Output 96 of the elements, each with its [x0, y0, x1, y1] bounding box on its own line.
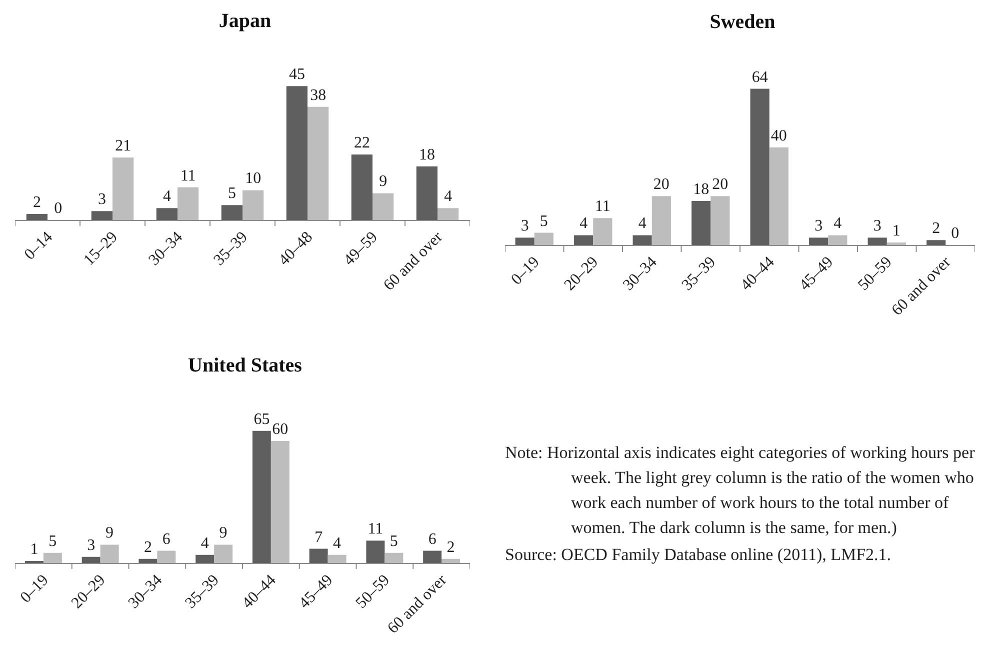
data-label: 22	[354, 134, 370, 152]
bar	[270, 441, 290, 563]
bar	[196, 554, 214, 563]
data-label: 10	[245, 170, 262, 188]
data-label: 6	[162, 530, 170, 548]
data-label: 4	[333, 534, 342, 552]
chart-title: Japan	[218, 10, 272, 32]
bar	[632, 235, 652, 245]
data-label: 2	[932, 220, 940, 238]
bar	[868, 238, 887, 245]
data-label: 11	[368, 520, 384, 538]
x-tick-label: 0–19	[17, 572, 52, 606]
data-label: 20	[712, 176, 728, 194]
data-label: 20	[653, 176, 670, 194]
bar	[692, 201, 711, 245]
data-label: 1	[30, 540, 38, 558]
chart-title: Sweden	[710, 10, 776, 33]
bar	[328, 554, 346, 563]
bar	[372, 193, 394, 220]
bar	[157, 550, 176, 563]
bar	[138, 558, 158, 563]
data-label: 5	[390, 532, 398, 550]
text: Note: Horizontal axis indicates eight categories of working hours per week. The light grey column is the ratio of the women who work each number of work hours to the total number of women. The dark column is the same, for men.)	[505, 442, 976, 539]
bar	[710, 196, 730, 245]
data-label: 4	[638, 215, 646, 232]
data-label: 4	[444, 188, 452, 206]
bar	[926, 240, 946, 245]
data-label: 40	[770, 127, 787, 144]
bar	[593, 218, 612, 245]
data-label: 5	[540, 212, 548, 230]
bar	[769, 147, 788, 245]
bar	[652, 196, 671, 245]
data-label: 3	[814, 218, 823, 235]
data-label: 3	[87, 536, 96, 554]
bar	[384, 552, 404, 563]
data-label: 65	[254, 410, 270, 428]
data-label: 6	[428, 530, 436, 548]
data-label: 4	[200, 534, 209, 552]
data-label: 3	[873, 218, 882, 235]
bar	[308, 106, 329, 220]
x-tick-label: 0–19	[508, 254, 543, 288]
data-label: 21	[115, 138, 132, 154]
bar	[156, 208, 178, 220]
data-label: 1	[892, 222, 900, 240]
data-label: 64	[752, 68, 768, 86]
bar	[515, 238, 534, 245]
data-label: 3	[520, 218, 529, 235]
data-label: 11	[594, 198, 610, 216]
data-label: 60	[272, 421, 288, 438]
bar	[351, 154, 372, 220]
bar	[112, 158, 134, 220]
bar	[26, 214, 48, 220]
data-label: 4	[162, 188, 171, 206]
data-label: 45	[288, 66, 305, 84]
bar	[442, 558, 460, 563]
data-label: 2	[144, 538, 152, 556]
bar	[750, 88, 770, 245]
bar	[416, 166, 438, 220]
data-label: 11	[180, 167, 196, 184]
bar	[809, 238, 828, 245]
bar	[828, 235, 848, 245]
bar	[82, 556, 100, 563]
bar	[534, 232, 554, 245]
bar	[178, 187, 199, 220]
bar	[366, 540, 385, 563]
bar	[423, 550, 442, 563]
bar	[574, 235, 594, 245]
bar	[438, 208, 459, 220]
data-label: 5	[228, 185, 236, 202]
x-tick-label: 60 and over	[380, 228, 446, 294]
bar	[309, 548, 328, 563]
bar	[91, 211, 112, 220]
bar	[252, 430, 271, 563]
bar	[214, 544, 233, 563]
data-label: 4	[580, 215, 588, 232]
data-label: 2	[446, 538, 455, 556]
data-label: 0	[951, 225, 960, 242]
bar	[43, 552, 62, 563]
data-label: 4	[834, 215, 842, 232]
data-label: 18	[693, 181, 710, 198]
bar	[242, 190, 264, 220]
data-label: 9	[379, 173, 388, 190]
bar	[100, 544, 119, 563]
data-label: 0	[54, 200, 62, 217]
data-label: 9	[219, 524, 228, 542]
bar	[286, 86, 308, 220]
data-label: 9	[106, 524, 114, 542]
bar	[221, 205, 242, 220]
data-label: 7	[314, 528, 323, 546]
data-label: 3	[98, 191, 106, 208]
data-label: 18	[418, 146, 435, 164]
data-label: 2	[32, 194, 41, 212]
chart-title: United States	[188, 354, 302, 377]
data-label: 5	[48, 532, 57, 550]
source-note: Source: OECD Family Database online (2011), LMF2.1.	[505, 544, 892, 566]
data-label: 38	[310, 86, 326, 104]
